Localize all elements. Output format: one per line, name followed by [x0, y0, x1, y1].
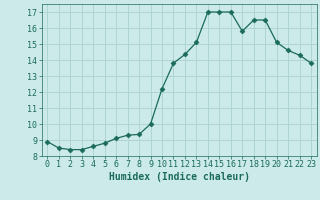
X-axis label: Humidex (Indice chaleur): Humidex (Indice chaleur) [109, 172, 250, 182]
